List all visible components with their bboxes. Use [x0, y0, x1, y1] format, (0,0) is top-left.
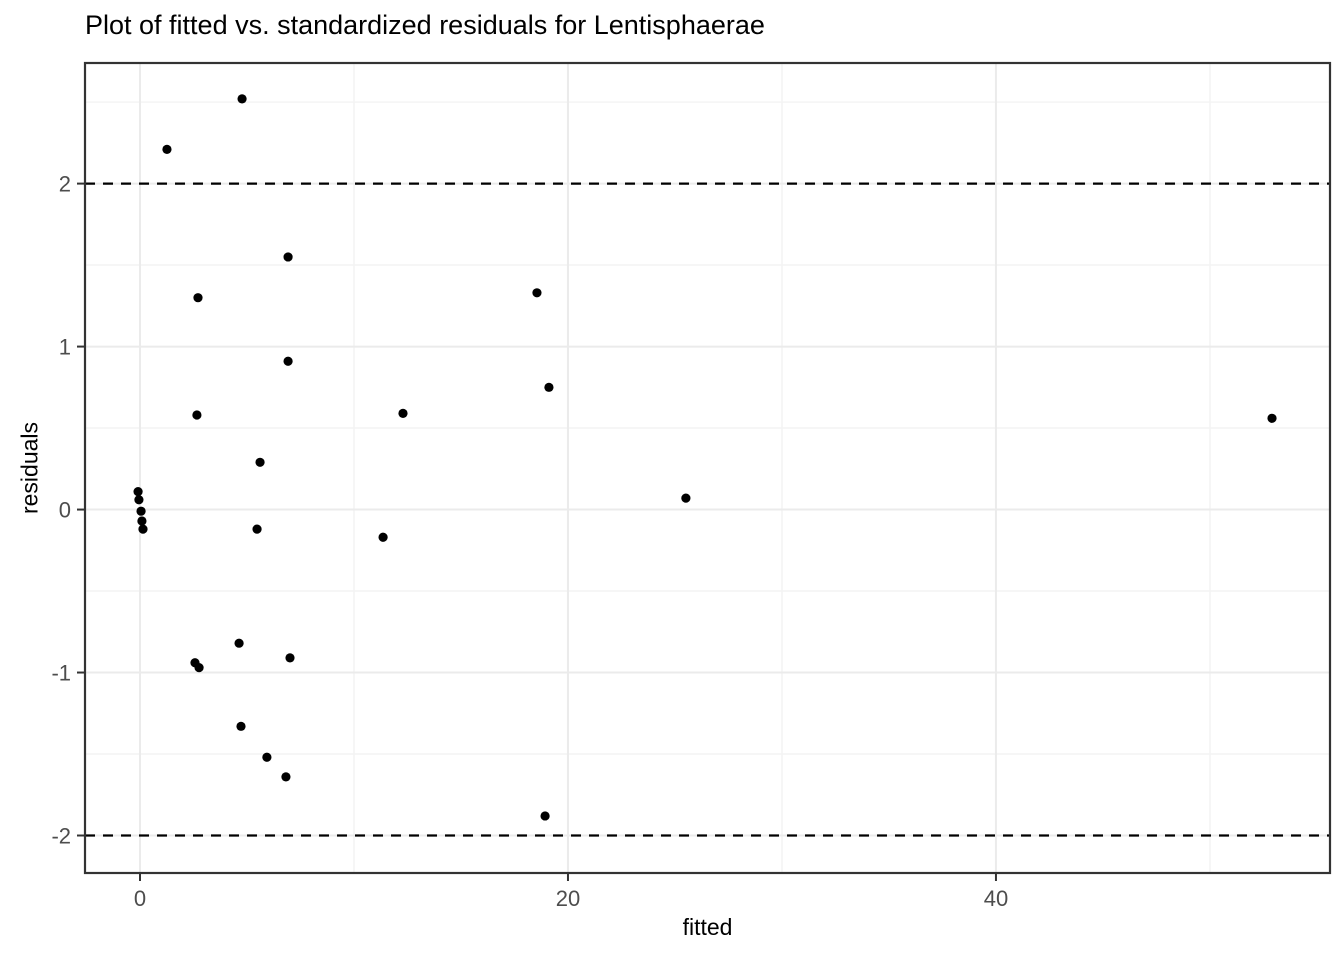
data-point [162, 144, 172, 154]
y-tick-label: 1 [59, 335, 71, 360]
data-point [283, 252, 293, 262]
data-point [283, 356, 293, 366]
data-point [544, 382, 554, 392]
x-axis-title: fitted [682, 914, 733, 940]
data-point [255, 457, 265, 467]
y-tick-label: 2 [59, 172, 71, 197]
y-axis-title: residuals [16, 421, 43, 515]
data-point [378, 532, 388, 542]
data-point [262, 752, 272, 762]
y-tick-label: -2 [51, 824, 71, 849]
data-point [281, 772, 291, 782]
chart-title: Plot of fitted vs. standardized residual… [85, 10, 765, 40]
data-point [236, 721, 246, 731]
data-point [540, 811, 550, 821]
data-point [134, 495, 144, 505]
x-tick-label: 40 [984, 886, 1008, 911]
x-tick-label: 0 [134, 886, 146, 911]
data-point [1267, 413, 1277, 423]
y-tick-label: 0 [59, 498, 71, 523]
data-point [137, 516, 147, 526]
data-point [192, 410, 202, 420]
data-point [193, 293, 203, 303]
panel-border [83, 61, 1332, 875]
data-point [398, 408, 408, 419]
data-point [681, 493, 691, 503]
x-tick-label: 20 [556, 886, 580, 911]
data-point [252, 524, 262, 534]
data-point [194, 663, 204, 673]
data-point [136, 506, 146, 516]
data-point [133, 487, 143, 497]
panel-background [85, 63, 1330, 873]
data-point [532, 288, 542, 298]
data-point [285, 653, 295, 663]
y-tick-label: -1 [51, 661, 71, 686]
data-point [234, 638, 244, 648]
data-point [138, 524, 148, 534]
data-point [237, 94, 247, 104]
